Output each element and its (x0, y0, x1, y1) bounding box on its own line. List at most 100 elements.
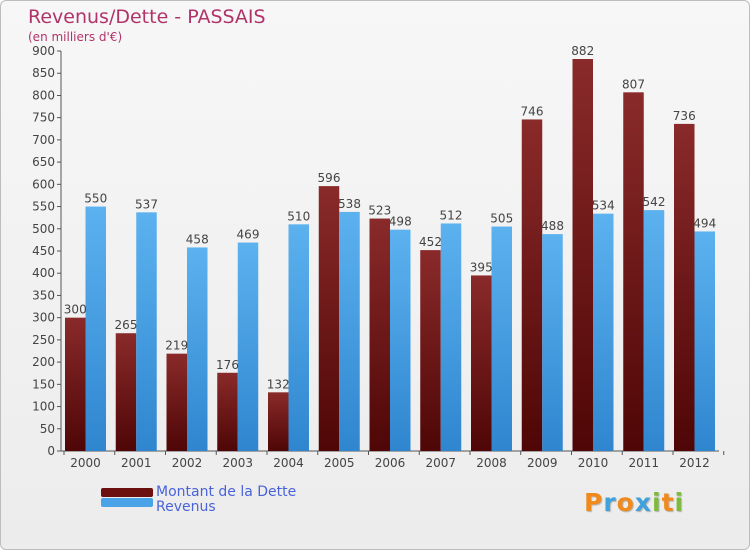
debt-bar (369, 218, 390, 451)
y-tick-label: 650 (32, 155, 55, 169)
revenue-value-label: 537 (135, 197, 158, 211)
x-tick-label: 2012 (679, 456, 710, 470)
logo-letter: i (674, 488, 685, 517)
y-tick-label: 550 (32, 200, 55, 214)
chart-subtitle: (en milliers d'€) (28, 30, 123, 44)
revenue-value-label: 550 (84, 192, 107, 206)
debt-value-label: 596 (318, 171, 341, 185)
debt-bar (420, 250, 441, 451)
x-tick-label: 2004 (273, 456, 304, 470)
debt-bar (572, 59, 593, 451)
y-tick-label: 200 (32, 355, 55, 369)
logo-letter: i (652, 488, 662, 517)
revenue-bar (440, 223, 462, 451)
debt-value-label: 452 (419, 235, 442, 249)
legend-swatch-debt (101, 488, 153, 497)
revenue-bar (136, 212, 157, 451)
y-tick-label: 600 (32, 177, 55, 191)
x-tick-label: 2000 (70, 456, 101, 470)
debt-bar (674, 123, 695, 451)
x-tick-label: 2005 (324, 456, 355, 470)
debt-bar (166, 353, 187, 451)
debt-value-label: 395 (470, 260, 493, 274)
y-tick-label: 100 (32, 400, 55, 414)
chart-title: Revenus/Dette - PASSAIS (28, 6, 266, 28)
logo-letter: x (634, 488, 652, 517)
y-tick-label: 800 (32, 88, 55, 102)
revenue-bar (288, 224, 309, 451)
debt-bar (623, 92, 644, 451)
debt-value-label: 746 (521, 104, 544, 118)
revenue-bar (491, 226, 512, 451)
revenue-bar (694, 231, 715, 451)
y-tick-label: 900 (32, 44, 55, 58)
debt-value-label: 523 (368, 204, 391, 218)
debt-bar (268, 392, 289, 451)
revenue-value-label: 505 (490, 212, 513, 226)
x-tick-label: 2002 (172, 456, 203, 470)
revenue-bar (187, 247, 208, 451)
debt-bar (471, 275, 492, 451)
x-tick-label: 2011 (628, 456, 659, 470)
debt-bar (318, 186, 340, 451)
revenue-bar (542, 234, 563, 451)
x-tick-label: 2003 (222, 456, 253, 470)
revenue-value-label: 469 (237, 228, 260, 242)
debt-value-label: 132 (267, 377, 290, 391)
legend-label-debt: Montant de la Dette (156, 484, 297, 500)
y-tick-label: 300 (32, 311, 55, 325)
y-tick-label: 750 (32, 111, 55, 125)
proxiti-logo: Proxiti (584, 488, 684, 517)
debt-value-label: 882 (571, 44, 594, 58)
debt-value-label: 736 (673, 109, 696, 123)
debt-value-label: 807 (622, 77, 645, 91)
revenue-value-label: 498 (389, 215, 412, 229)
debt-value-label: 265 (115, 318, 138, 332)
y-tick-label: 0 (47, 444, 55, 458)
x-tick-label: 2010 (578, 456, 609, 470)
y-tick-label: 150 (32, 377, 55, 391)
debt-bar (521, 119, 543, 451)
legend-label-revenue: Revenus (156, 499, 216, 515)
logo-letter: t (661, 488, 675, 517)
revenue-value-label: 458 (186, 232, 209, 246)
y-tick-label: 400 (32, 266, 55, 280)
y-tick-label: 350 (32, 288, 55, 302)
x-tick-label: 2008 (476, 456, 507, 470)
revenue-bar (339, 211, 360, 451)
logo-letter: P (584, 488, 604, 517)
debt-value-label: 219 (165, 339, 188, 353)
x-tick-label: 2006 (375, 456, 406, 470)
logo-letter: o (616, 488, 635, 517)
debt-bar (65, 317, 86, 451)
revenue-bar (85, 206, 106, 451)
revenue-bar (390, 229, 411, 451)
x-tick-label: 2001 (121, 456, 152, 470)
y-tick-label: 450 (32, 244, 55, 258)
revenue-bar (643, 210, 665, 451)
bars (65, 59, 715, 451)
x-tick-label: 2009 (527, 456, 558, 470)
y-tick-label: 50 (40, 422, 55, 436)
revenue-value-label: 510 (287, 209, 310, 223)
revenue-bar (593, 213, 614, 451)
revenue-value-label: 494 (693, 216, 716, 230)
revenue-value-label: 488 (541, 219, 564, 233)
debt-bar (115, 333, 137, 451)
x-tick-label: 2007 (425, 456, 456, 470)
revenue-bar (237, 242, 259, 451)
y-tick-label: 850 (32, 66, 55, 80)
debt-value-label: 176 (216, 358, 239, 372)
legend-swatch-revenue (101, 498, 153, 507)
y-tick-label: 500 (32, 222, 55, 236)
debt-bar (217, 372, 238, 451)
debt-value-label: 300 (64, 303, 87, 317)
revenue-value-label: 538 (338, 197, 361, 211)
logo-letter: r (603, 488, 617, 517)
y-tick-label: 250 (32, 333, 55, 347)
revenue-value-label: 534 (592, 199, 615, 213)
revenue-value-label: 542 (643, 195, 666, 209)
